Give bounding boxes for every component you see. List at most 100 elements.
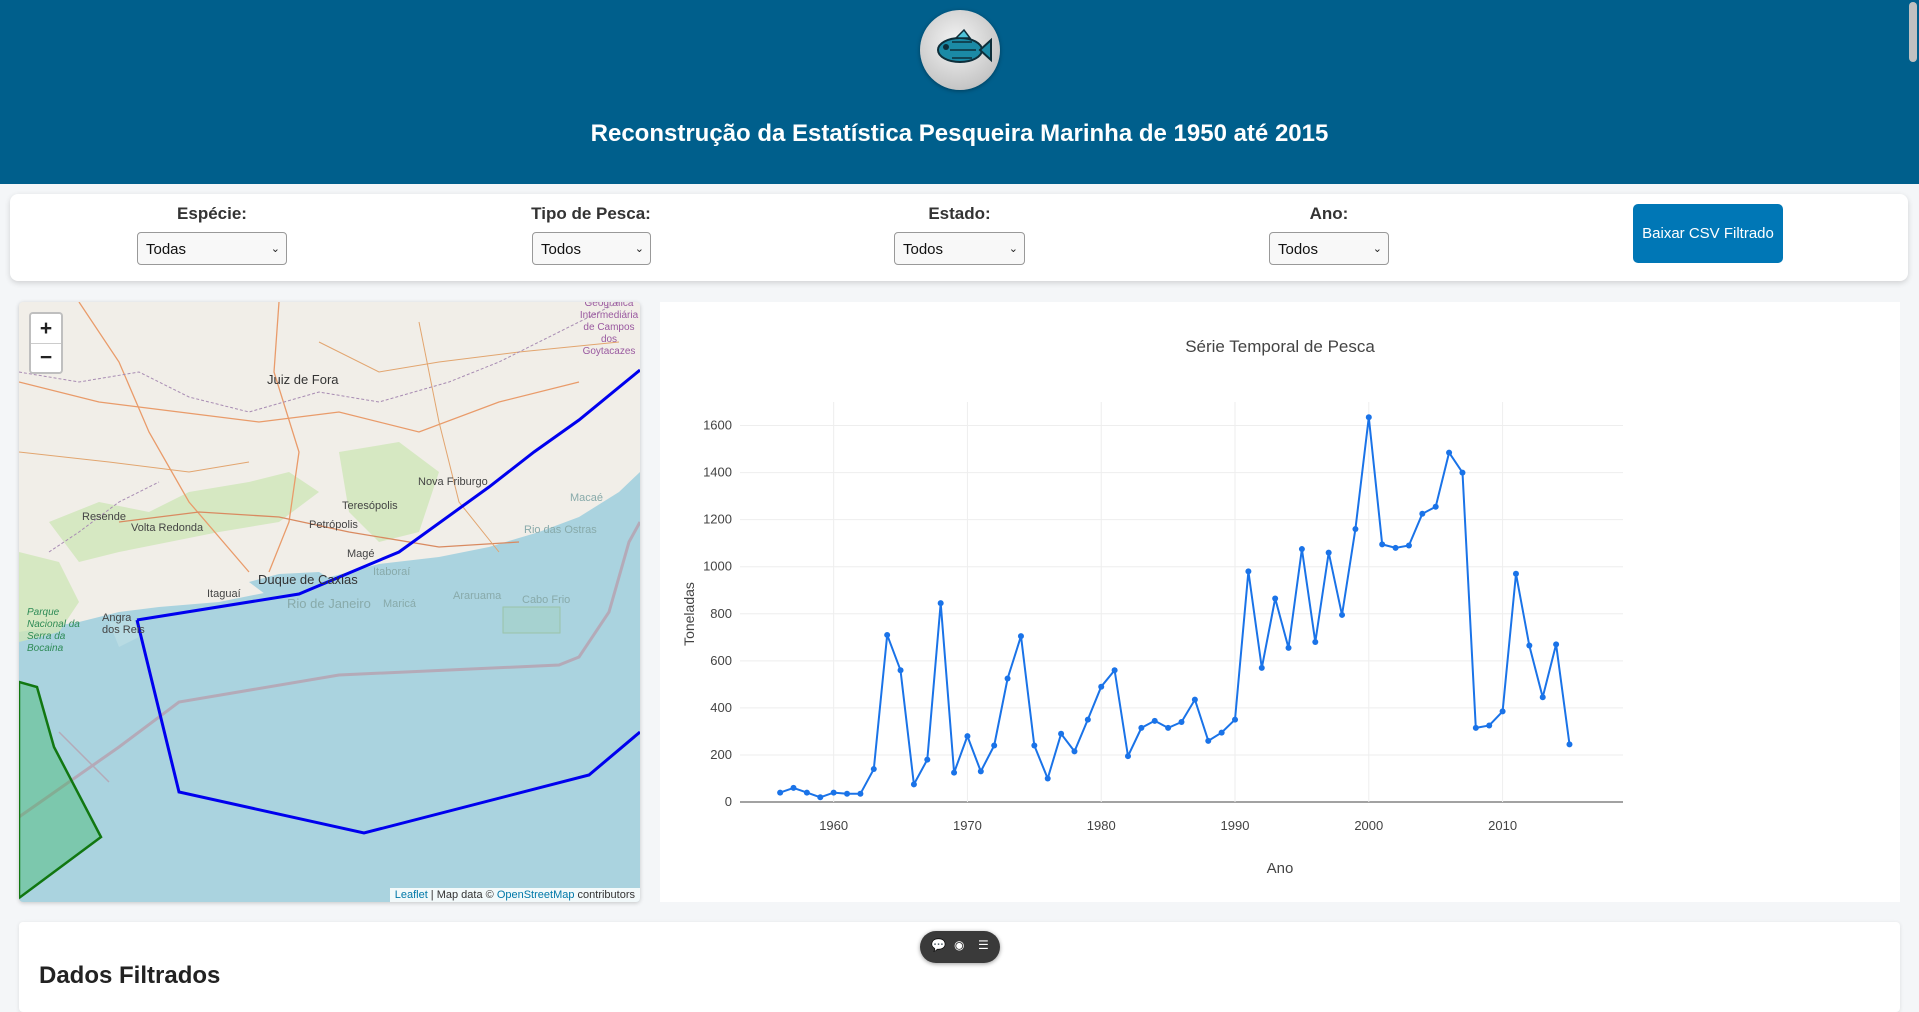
data-point[interactable] <box>1419 510 1426 517</box>
data-point[interactable] <box>897 667 904 674</box>
map-label-macae: Macaé <box>570 492 604 504</box>
map-label-rio-de-janeiro: Rio de Janeiro <box>287 596 371 611</box>
zoom-out-button[interactable]: − <box>31 343 61 372</box>
data-point[interactable] <box>1392 544 1399 551</box>
map-base-layer <box>19 302 640 902</box>
data-point[interactable] <box>1553 641 1560 648</box>
data-point[interactable] <box>1151 717 1158 724</box>
data-point[interactable] <box>1058 730 1065 737</box>
data-point[interactable] <box>777 789 784 796</box>
state-select[interactable]: Todos ⌄ <box>894 232 1025 265</box>
data-point[interactable] <box>1405 542 1412 549</box>
data-point[interactable] <box>964 733 971 740</box>
download-csv-button[interactable]: Baixar CSV Filtrado <box>1633 204 1783 263</box>
chart-title: Série Temporal de Pesca <box>1185 337 1375 356</box>
data-point[interactable] <box>1526 642 1533 649</box>
zoom-control: + − <box>29 312 63 374</box>
chevron-down-icon: ⌄ <box>1372 243 1382 255</box>
data-point[interactable] <box>1512 570 1519 577</box>
data-point[interactable] <box>1298 546 1305 553</box>
data-point[interactable] <box>1499 708 1506 715</box>
map-label-regiao-campos: Geográfica Intermediária de Campos dos G… <box>579 302 639 357</box>
data-point[interactable] <box>1325 549 1332 556</box>
data-point[interactable] <box>1004 675 1011 682</box>
data-point[interactable] <box>1232 716 1239 723</box>
data-point[interactable] <box>1138 724 1145 731</box>
map-label-itaborai: Itaboraí <box>373 566 411 578</box>
data-point[interactable] <box>1084 716 1091 723</box>
data-point[interactable] <box>884 631 891 638</box>
data-point[interactable] <box>977 768 984 775</box>
data-point[interactable] <box>1352 526 1359 533</box>
y-tick-label: 800 <box>710 606 732 621</box>
y-tick-label: 1200 <box>703 512 732 527</box>
map[interactable]: + − Juiz de Fora Nova Friburgo Teresópol… <box>19 302 640 902</box>
data-point[interactable] <box>1191 696 1198 703</box>
x-tick-label: 1960 <box>819 818 848 833</box>
data-point[interactable] <box>1178 719 1185 725</box>
data-point[interactable] <box>870 766 877 773</box>
data-point[interactable] <box>1272 595 1279 602</box>
page-scrollbar[interactable] <box>1909 2 1917 62</box>
map-label-cabo-frio: Cabo Frio <box>522 594 571 606</box>
data-point[interactable] <box>1365 414 1372 421</box>
attribution-separator: | Map data © <box>427 889 497 901</box>
chat-icon[interactable]: 💬 <box>931 938 946 952</box>
data-point[interactable] <box>1446 449 1453 456</box>
data-point[interactable] <box>1312 639 1319 645</box>
data-point[interactable] <box>857 790 864 797</box>
data-point[interactable] <box>1098 683 1105 690</box>
data-point[interactable] <box>951 769 958 776</box>
map-label-rio-das-ostras: Rio das Ostras <box>524 524 597 536</box>
year-select[interactable]: Todos ⌄ <box>1269 232 1389 265</box>
fishing-type-select[interactable]: Todos ⌄ <box>532 232 651 265</box>
data-point[interactable] <box>844 790 851 797</box>
data-point[interactable] <box>1432 503 1439 510</box>
data-point[interactable] <box>1258 664 1265 671</box>
floating-toolbar: 💬 ◉ ☰ <box>920 931 1000 963</box>
data-point[interactable] <box>1124 753 1131 760</box>
data-point[interactable] <box>1486 722 1493 729</box>
page-title: Reconstrução da Estatística Pesqueira Ma… <box>590 120 1329 147</box>
menu-icon[interactable]: ☰ <box>978 938 989 952</box>
year-filter: Ano: Todos ⌄ <box>1269 204 1389 265</box>
time-series-chart[interactable]: Série Temporal de Pesca Ano Toneladas 0 2… <box>660 302 1900 902</box>
data-point[interactable] <box>1205 737 1212 744</box>
state-value: Todos <box>903 241 944 258</box>
x-tick-label: 1970 <box>953 818 982 833</box>
data-point[interactable] <box>1566 741 1573 748</box>
data-point[interactable] <box>1031 742 1038 749</box>
x-tick-label: 2010 <box>1488 818 1517 833</box>
data-point[interactable] <box>924 756 931 763</box>
species-select[interactable]: Todas ⌄ <box>137 232 287 265</box>
x-tick-label: 1990 <box>1221 818 1250 833</box>
data-point[interactable] <box>1339 611 1346 618</box>
data-point[interactable] <box>1017 633 1024 640</box>
data-point[interactable] <box>803 789 810 796</box>
data-point[interactable] <box>790 784 797 791</box>
data-point[interactable] <box>1165 724 1172 731</box>
zoom-in-button[interactable]: + <box>31 314 61 343</box>
map-label-volta-redonda: Volta Redonda <box>131 522 204 534</box>
data-point[interactable] <box>1379 541 1386 548</box>
data-point[interactable] <box>991 742 998 749</box>
data-point[interactable] <box>1044 775 1051 782</box>
camera-icon[interactable]: ◉ <box>954 938 965 952</box>
data-point[interactable] <box>937 600 944 607</box>
data-point[interactable] <box>910 781 917 788</box>
data-point[interactable] <box>1285 644 1292 651</box>
x-axis-label: Ano <box>1267 860 1294 877</box>
data-point[interactable] <box>1218 729 1225 736</box>
openstreetmap-link[interactable]: OpenStreetMap <box>496 889 575 901</box>
chart-grid <box>740 402 1623 803</box>
data-point[interactable] <box>1459 469 1466 476</box>
leaflet-link[interactable]: Leaflet <box>394 889 428 901</box>
data-point[interactable] <box>1539 694 1546 701</box>
data-point[interactable] <box>1472 724 1479 731</box>
y-tick-label: 200 <box>710 747 732 762</box>
data-point[interactable] <box>830 789 837 796</box>
data-point[interactable] <box>1071 748 1078 755</box>
data-point[interactable] <box>1245 568 1252 575</box>
data-point[interactable] <box>1111 667 1118 674</box>
data-point[interactable] <box>817 794 824 801</box>
